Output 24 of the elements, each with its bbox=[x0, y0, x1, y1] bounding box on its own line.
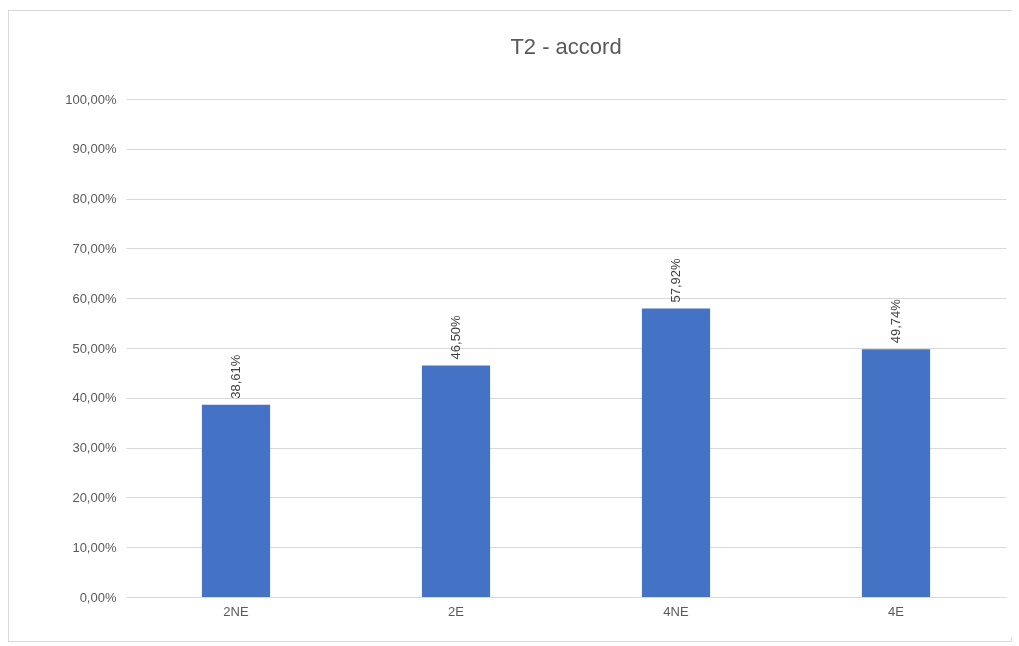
bar bbox=[861, 349, 931, 597]
data-label: 38,61% bbox=[228, 354, 243, 399]
bar bbox=[641, 308, 711, 597]
y-tick-label: 80,00% bbox=[72, 191, 117, 207]
y-tick-label: 30,00% bbox=[72, 440, 117, 456]
x-tick-label: 4E bbox=[888, 603, 905, 619]
bar bbox=[421, 365, 491, 597]
chart-title: T2 - accord bbox=[510, 34, 622, 59]
x-tick-label: 2E bbox=[448, 603, 465, 619]
data-label: 49,74% bbox=[888, 298, 903, 344]
x-tick-label: 4NE bbox=[663, 603, 689, 619]
data-label: 46,50% bbox=[448, 314, 463, 360]
y-tick-label: 20,00% bbox=[72, 489, 117, 505]
y-tick-label: 100,00% bbox=[65, 91, 117, 107]
data-label: 57,92% bbox=[668, 258, 683, 303]
y-tick-label: 0,00% bbox=[79, 589, 117, 605]
y-tick-label: 40,00% bbox=[72, 390, 117, 406]
y-tick-label: 70,00% bbox=[72, 240, 117, 256]
x-tick-label: 2NE bbox=[223, 603, 249, 619]
y-tick-label: 50,00% bbox=[72, 340, 117, 356]
y-tick-label: 10,00% bbox=[72, 539, 117, 555]
bar bbox=[201, 404, 271, 597]
y-tick-label: 60,00% bbox=[72, 290, 117, 306]
y-tick-label: 90,00% bbox=[72, 141, 117, 157]
